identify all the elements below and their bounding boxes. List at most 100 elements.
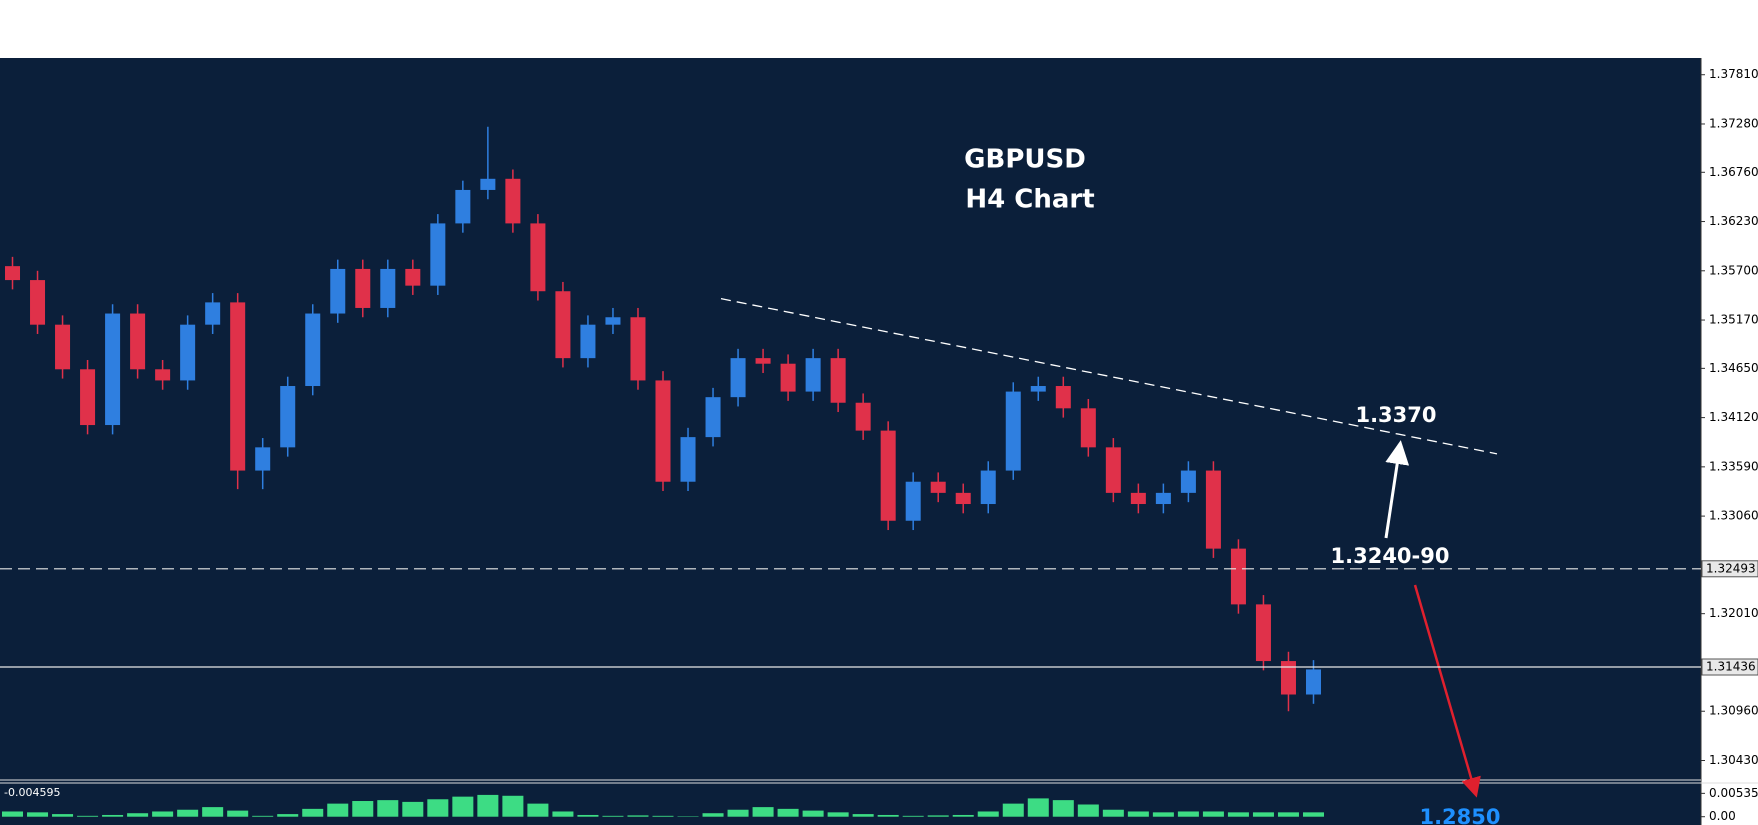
histogram-bar — [652, 815, 674, 817]
candle-body — [1105, 447, 1121, 493]
histogram-bar — [877, 814, 899, 817]
histogram-bar — [377, 800, 399, 817]
histogram-bar — [452, 796, 474, 817]
price-label-box — [1701, 658, 1758, 676]
histogram-bar — [402, 801, 424, 817]
annotation: 1.3370 — [1355, 403, 1436, 427]
indicator-label: -0.004595 — [4, 786, 60, 799]
histogram-bar — [1277, 812, 1299, 817]
candle-body — [355, 268, 371, 308]
histogram-bar — [327, 803, 349, 817]
price-label: 1.32493 — [1706, 561, 1756, 575]
histogram-bar — [27, 812, 49, 817]
candle-body — [955, 492, 971, 505]
histogram-bar — [502, 795, 524, 817]
price-label-box — [1701, 560, 1758, 578]
histogram-bar — [1127, 811, 1149, 817]
y-tick-label: 1.36760 — [1709, 165, 1758, 179]
histogram-bar — [302, 808, 324, 817]
histogram-bar — [977, 811, 999, 817]
candle-body — [880, 430, 896, 521]
histogram-bar — [177, 809, 199, 817]
candle-body — [755, 358, 771, 364]
y-tick-label: 1.33590 — [1709, 459, 1758, 473]
candle-body — [1155, 492, 1171, 505]
candle-body — [805, 358, 821, 392]
candle-body — [1030, 386, 1046, 392]
y-tick-label: 0.00 — [1709, 809, 1736, 823]
y-tick-label: 1.34650 — [1709, 361, 1758, 375]
histogram-bar — [927, 815, 949, 817]
histogram-bar — [152, 811, 174, 817]
candle-body — [730, 358, 746, 398]
candle-body — [180, 324, 196, 381]
candle-body — [1005, 391, 1021, 471]
histogram-bar — [1202, 811, 1224, 817]
histogram-bar — [902, 815, 924, 817]
histogram-bar — [477, 794, 499, 817]
candle-body — [1055, 386, 1071, 409]
candle-body — [530, 223, 546, 292]
candle-body — [1180, 470, 1196, 493]
histogram-bar — [1077, 804, 1099, 817]
candle-body — [80, 369, 96, 426]
candle-body — [1230, 548, 1246, 605]
candle-body — [930, 481, 946, 493]
histogram-bar — [602, 815, 624, 817]
y-tick-label: 1.33060 — [1709, 509, 1758, 523]
histogram-bar — [1227, 812, 1249, 817]
candle-body — [1305, 669, 1321, 695]
y-tick-label: 1.36230 — [1709, 214, 1758, 228]
candle-body — [555, 291, 571, 359]
histogram-bar — [802, 810, 824, 817]
annotation: 1.2850 — [1419, 805, 1500, 825]
y-tick-label: 1.30430 — [1709, 753, 1758, 767]
candle-body — [280, 386, 296, 448]
candle-body — [830, 358, 846, 403]
histogram-bar — [527, 803, 549, 817]
candle-body — [1255, 604, 1271, 662]
histogram-bar — [1027, 798, 1049, 817]
histogram-bar — [1252, 812, 1274, 817]
candle-body — [155, 369, 171, 381]
candle-body — [855, 402, 871, 431]
candle-body — [480, 178, 496, 190]
histogram-bar — [577, 814, 599, 817]
y-tick-label: 1.35700 — [1709, 263, 1758, 277]
histogram-bar — [252, 815, 274, 817]
histogram-bar — [352, 801, 374, 817]
candle-body — [230, 302, 246, 471]
y-tick-label: 1.30960 — [1709, 704, 1758, 718]
histogram-bar — [727, 809, 749, 817]
candle-body — [980, 470, 996, 505]
chart-title: GBPUSD — [964, 145, 1086, 175]
y-tick-label: 0.005354 — [1709, 786, 1758, 800]
candle-body — [105, 313, 121, 426]
candle-body — [1080, 408, 1096, 448]
price-axis — [1701, 58, 1758, 825]
candle-body — [905, 481, 921, 521]
histogram-bar — [127, 813, 149, 817]
candle-body — [1280, 661, 1296, 695]
histogram-bar — [202, 807, 224, 817]
plot-background — [0, 58, 1701, 825]
trendline — [720, 298, 1498, 455]
candle-body — [630, 317, 646, 381]
histogram-bar — [1177, 811, 1199, 817]
candle-body — [455, 189, 471, 224]
histogram-bar — [777, 808, 799, 817]
candle-body — [605, 317, 621, 325]
chart-subtitle: H4 Chart — [965, 185, 1094, 215]
candle-body — [5, 266, 21, 281]
candle-body — [30, 280, 46, 325]
arrow-up — [1384, 440, 1410, 539]
histogram-bar — [427, 799, 449, 817]
y-tick-label: 1.37280 — [1709, 116, 1758, 130]
histogram-bar — [827, 812, 849, 817]
y-tick-label: 1.32010 — [1709, 606, 1758, 620]
histogram-bar — [1102, 809, 1124, 817]
histogram-bar — [627, 815, 649, 817]
candle-body — [380, 268, 396, 308]
histogram-bar — [227, 810, 249, 817]
